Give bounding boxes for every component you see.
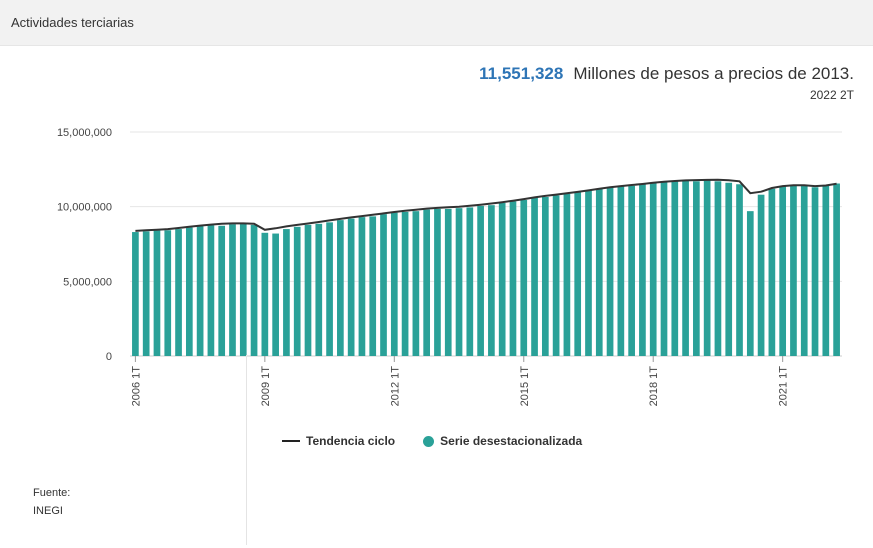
legend-trend-label[interactable]: Tendencia ciclo	[306, 434, 396, 448]
bar[interactable]	[196, 226, 204, 356]
bar[interactable]	[693, 181, 700, 356]
bar[interactable]	[520, 199, 528, 356]
bar[interactable]	[250, 224, 258, 356]
bar[interactable]	[466, 207, 474, 356]
bar[interactable]	[660, 182, 668, 356]
bar[interactable]	[606, 187, 614, 356]
bar[interactable]	[833, 183, 840, 356]
bar[interactable]	[477, 205, 484, 356]
x-tick-label: 2009 1T	[260, 366, 272, 407]
x-tick-label: 2006 1T	[130, 366, 142, 407]
x-tick-label: 2012 1T	[389, 366, 401, 407]
bar[interactable]	[293, 226, 301, 356]
bar[interactable]	[175, 229, 182, 356]
bar[interactable]	[390, 212, 398, 356]
trend-line	[135, 178, 837, 232]
bar[interactable]	[617, 186, 625, 356]
legend-series-label[interactable]: Serie desestacionalizada	[440, 434, 583, 448]
y-tick-label: 15,000,000	[57, 127, 112, 139]
bar[interactable]	[444, 208, 452, 356]
bar[interactable]	[768, 188, 776, 356]
bar[interactable]	[142, 231, 150, 356]
bar[interactable]	[714, 181, 722, 356]
bar[interactable]	[800, 185, 808, 356]
bar[interactable]	[207, 225, 215, 356]
bar[interactable]	[585, 190, 592, 356]
bar[interactable]	[531, 197, 538, 356]
kpi-period: 2022 2T	[809, 88, 854, 102]
bar[interactable]	[185, 227, 193, 356]
legend-line-swatch	[282, 440, 300, 442]
bar[interactable]	[811, 187, 819, 356]
bar[interactable]	[736, 184, 743, 356]
source-label: Fuente:	[33, 487, 71, 499]
bar[interactable]	[574, 192, 582, 356]
chart-legend: Tendencia ciclo Serie desestacionalizada	[282, 434, 582, 448]
bar[interactable]	[153, 230, 161, 356]
bar[interactable]	[509, 201, 517, 356]
bar[interactable]	[272, 233, 279, 356]
bar[interactable]	[434, 208, 441, 356]
source-note: Fuente: INEGI	[33, 484, 70, 520]
bar[interactable]	[412, 211, 420, 356]
bar[interactable]	[326, 222, 333, 356]
bar[interactable]	[337, 220, 344, 356]
kpi-readout: 11,551,328 Millones de pesos a precios de…	[479, 64, 854, 84]
x-tick-label: 2018 1T	[648, 366, 660, 407]
kpi-value: 11,551,328	[479, 64, 564, 83]
bar[interactable]	[347, 218, 355, 356]
bar[interactable]	[455, 208, 463, 356]
bar[interactable]	[369, 216, 377, 356]
y-tick-label: 0	[106, 351, 112, 363]
y-tick-label: 5,000,000	[63, 276, 112, 288]
bar[interactable]	[498, 202, 506, 356]
bar[interactable]	[682, 180, 689, 356]
bar[interactable]	[423, 209, 431, 356]
x-tick-label: 2021 1T	[778, 366, 790, 407]
bar[interactable]	[746, 211, 754, 356]
bar[interactable]	[261, 232, 269, 356]
bar[interactable]	[822, 185, 830, 356]
bar[interactable]	[358, 217, 366, 356]
bar[interactable]	[639, 184, 646, 356]
bar[interactable]	[757, 194, 765, 356]
bar[interactable]	[649, 182, 657, 356]
bar[interactable]	[283, 229, 290, 356]
bar[interactable]	[779, 186, 787, 356]
bar[interactable]	[595, 188, 603, 356]
bar[interactable]	[703, 180, 711, 356]
bar[interactable]	[304, 224, 312, 356]
panel-title: Actividades terciarias	[11, 15, 134, 30]
bar[interactable]	[790, 185, 797, 356]
legend-dot-swatch	[423, 435, 435, 447]
bar[interactable]	[488, 205, 495, 356]
bar[interactable]	[132, 232, 139, 356]
bar[interactable]	[218, 225, 226, 356]
bar[interactable]	[401, 211, 409, 356]
bar[interactable]	[725, 182, 733, 356]
y-tick-label: 10,000,000	[57, 202, 112, 214]
bar[interactable]	[563, 193, 571, 356]
bar[interactable]	[380, 214, 387, 356]
bar[interactable]	[239, 223, 247, 356]
bar[interactable]	[671, 181, 679, 356]
kpi-unit: Millones de pesos a precios de 2013.	[573, 64, 854, 83]
bar[interactable]	[164, 230, 172, 356]
x-tick-label: 2015 1T	[519, 366, 531, 407]
bar[interactable]	[315, 223, 323, 356]
panel-header: Actividades terciarias	[0, 0, 873, 46]
bar[interactable]	[541, 196, 549, 356]
source-value: INEGI	[33, 505, 63, 517]
bar[interactable]	[552, 195, 560, 356]
bar[interactable]	[229, 224, 236, 356]
divider-line	[246, 355, 247, 545]
bar[interactable]	[628, 185, 635, 356]
